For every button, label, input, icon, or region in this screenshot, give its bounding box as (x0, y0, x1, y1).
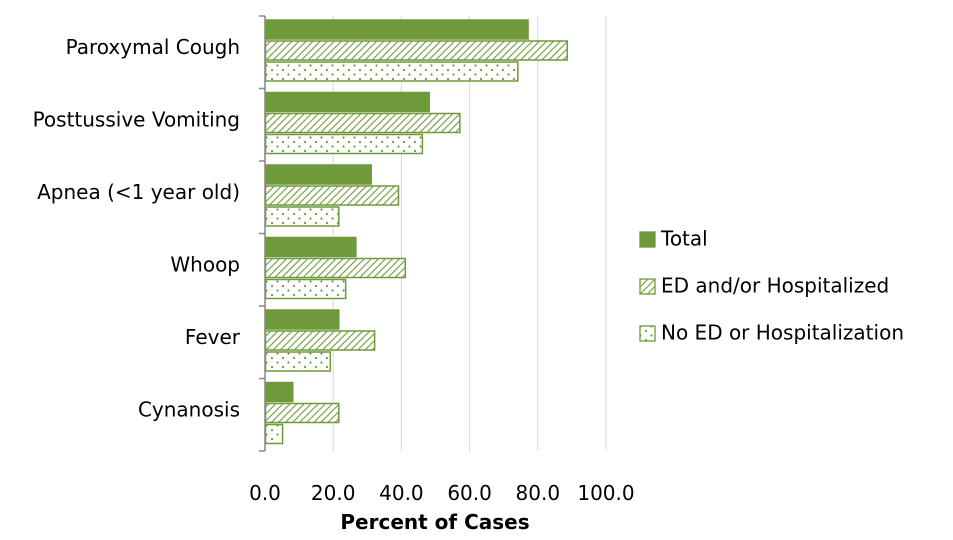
bar-dotted (264, 206, 340, 227)
bar-dotted (264, 278, 347, 300)
x-tick-label: 20.0 (311, 481, 356, 505)
bar-diagonal (264, 185, 400, 206)
x-tick-label: 60.0 (447, 481, 492, 505)
bar-dotted (264, 351, 332, 372)
legend-swatch-dotted (639, 325, 656, 342)
category-label: Posttussive Vomiting (33, 107, 240, 131)
bar-diagonal (264, 257, 407, 279)
bar-solid (264, 309, 340, 330)
category-labels: Paroxymal Cough Posttussive Vomiting Apnea… (33, 35, 241, 422)
bars (264, 19, 569, 445)
x-tick-labels: 0.0 20.0 40.0 60.0 80.0 100.0 (249, 481, 635, 505)
bar-diagonal (264, 40, 569, 61)
legend-label: No ED or Hospitalization (661, 321, 904, 345)
category-label: Fever (185, 325, 241, 349)
category-label: Cynanosis (138, 397, 240, 421)
x-axis-title: Percent of Cases (340, 510, 529, 534)
x-tick-label: 80.0 (516, 481, 561, 505)
bar-solid (264, 236, 357, 258)
legend-label: Total (660, 227, 708, 251)
bar-solid (264, 381, 294, 403)
bar-dotted (264, 133, 424, 155)
x-tick-label: 100.0 (577, 481, 634, 505)
bar-solid (264, 19, 529, 40)
x-tick-label: 40.0 (379, 481, 424, 505)
bar-solid (264, 91, 430, 113)
axes (259, 15, 266, 452)
legend-swatch-solid (639, 231, 656, 248)
bar-dotted (264, 61, 519, 82)
bar-diagonal (264, 330, 376, 351)
bar-dotted (264, 423, 284, 445)
legend-swatch-diagonal (639, 278, 656, 295)
gridlines (332, 16, 607, 451)
category-label: Whoop (170, 252, 240, 276)
bar-solid (264, 164, 372, 185)
legend: Total ED and/or Hospitalized No ED or Hosp… (639, 227, 904, 345)
category-label: Apnea (<1 year old) (37, 180, 240, 204)
bar-diagonal (264, 112, 461, 134)
x-tick-label: 0.0 (249, 481, 281, 505)
bar-diagonal (264, 402, 340, 424)
legend-label: ED and/or Hospitalized (661, 274, 889, 298)
category-label: Paroxymal Cough (66, 35, 240, 59)
